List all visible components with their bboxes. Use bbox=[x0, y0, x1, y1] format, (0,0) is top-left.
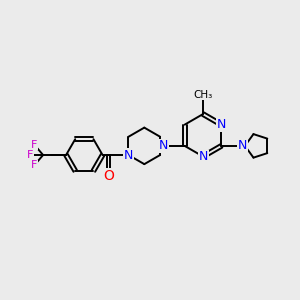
Text: N: N bbox=[238, 140, 247, 152]
Text: F: F bbox=[27, 150, 34, 160]
Text: N: N bbox=[124, 148, 133, 161]
Text: N: N bbox=[217, 118, 226, 131]
Text: O: O bbox=[103, 169, 114, 183]
Text: CH₃: CH₃ bbox=[194, 90, 213, 100]
Text: F: F bbox=[31, 160, 38, 170]
Text: F: F bbox=[31, 140, 38, 150]
Text: N: N bbox=[199, 150, 208, 163]
Text: N: N bbox=[159, 140, 168, 152]
